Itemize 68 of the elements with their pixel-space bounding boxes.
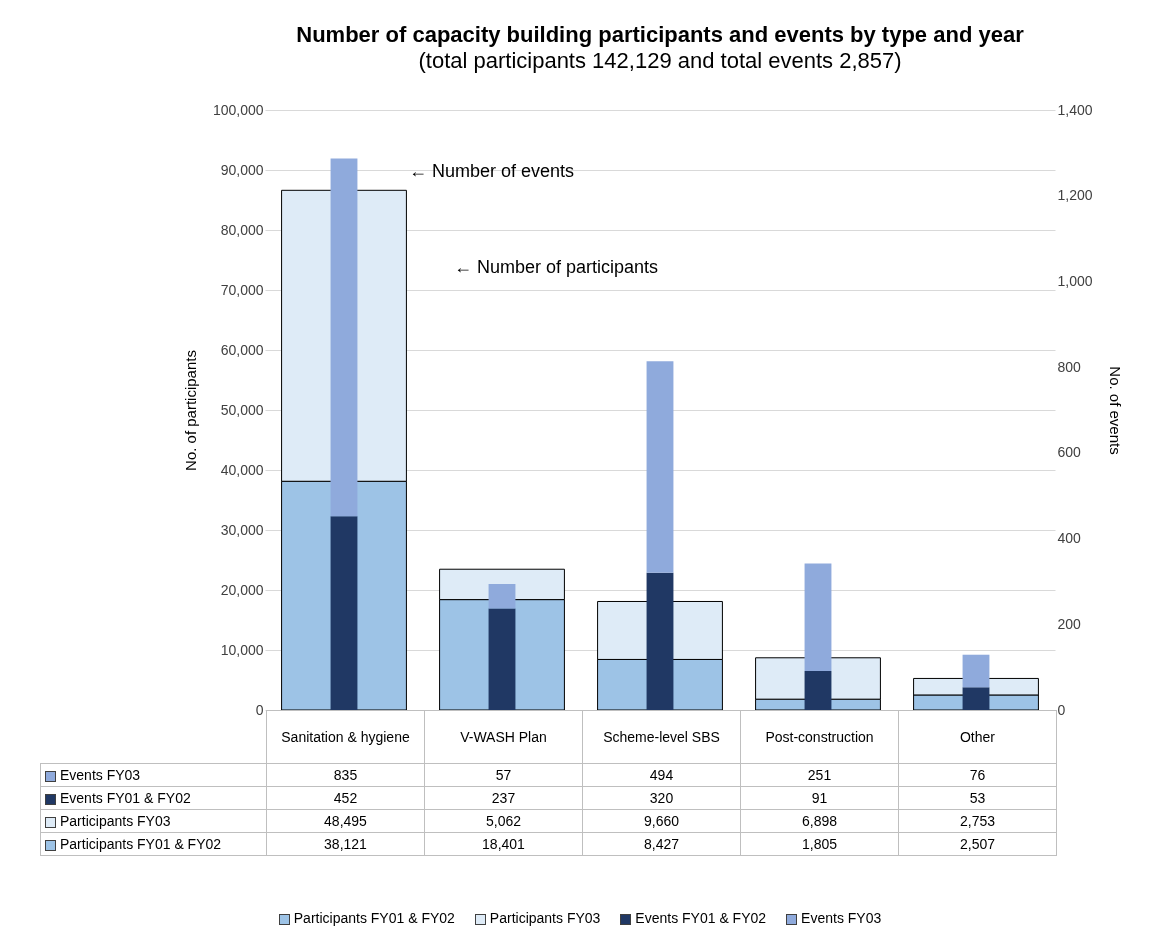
data-label: 57: [424, 763, 583, 787]
data-label: 48,495: [266, 809, 425, 833]
bar: [962, 687, 990, 710]
legend-label: Events FY03: [40, 763, 267, 787]
text: Participants FY03: [489, 910, 601, 926]
chart-title: Number of capacity building participants and events by type and year: [296, 22, 1025, 47]
y2-tick-label: 600: [1057, 444, 1082, 461]
data-label: 835: [266, 763, 425, 787]
annotation: ← Number of events: [409, 161, 575, 181]
y-tick-label: 100,000: [212, 101, 264, 118]
legend-label: Participants FY01 & FY02: [40, 832, 267, 856]
y2-axis-title: No. of events: [1106, 366, 1124, 455]
data-label: 38,121: [266, 832, 425, 856]
bar: [646, 572, 674, 710]
y-tick-label: 60,000: [220, 341, 264, 358]
data-label: 91: [740, 786, 899, 810]
x-tick-label: Sanitation & hygiene: [266, 710, 425, 764]
data-label: 251: [740, 763, 899, 787]
y-tick-label: 50,000: [220, 401, 264, 418]
bar: [646, 361, 674, 573]
data-label: 452: [266, 786, 425, 810]
y-tick-label: 80,000: [220, 221, 264, 238]
y-tick-label: 20,000: [220, 581, 264, 598]
data-label: 5,062: [424, 809, 583, 833]
data-label: 6,898: [740, 809, 899, 833]
y2-tick-label: 800: [1057, 358, 1082, 375]
y2-tick-label: 0: [1057, 701, 1066, 718]
x-tick-label: Post-construction: [740, 710, 899, 764]
bar: [488, 584, 516, 609]
data-label: 2,507: [898, 832, 1057, 856]
y-tick-label: 70,000: [220, 281, 264, 298]
data-label: 320: [582, 786, 741, 810]
y2-tick-label: 1,400: [1057, 101, 1093, 118]
bar: [962, 654, 990, 688]
y2-tick-label: 1,000: [1057, 272, 1093, 289]
y2-tick-label: 200: [1057, 615, 1082, 632]
annotation: ← Number of participants: [454, 257, 659, 277]
data-label: 9,660: [582, 809, 741, 833]
y2-tick-label: 1,200: [1057, 187, 1093, 204]
text: Events FY03: [801, 910, 882, 926]
data-label: 76: [898, 763, 1057, 787]
legend-label: Participants FY03: [40, 809, 267, 833]
x-tick-label: Scheme-level SBS: [582, 710, 741, 764]
data-label: 237: [424, 786, 583, 810]
y-tick-label: 10,000: [220, 641, 264, 658]
y-tick-label: 30,000: [220, 521, 264, 538]
bar: [804, 671, 832, 710]
bar: [488, 608, 516, 710]
bar: [804, 563, 832, 671]
y-tick-label: 0: [255, 701, 264, 718]
text: Participants FY01 & FY02: [293, 910, 455, 926]
bar: [330, 158, 358, 517]
y-tick-label: 90,000: [220, 161, 264, 178]
data-label: 8,427: [582, 832, 741, 856]
text: Events FY01 & FY02: [635, 910, 767, 926]
data-label: 53: [898, 786, 1057, 810]
legend-label: Events FY01 & FY02: [40, 786, 267, 810]
y2-tick-label: 400: [1057, 530, 1082, 547]
y-tick-label: 40,000: [220, 461, 264, 478]
x-tick-label: Other: [898, 710, 1057, 764]
chart-subtitle: (total participants 142,129 and total events 2,857): [418, 48, 902, 73]
bar: [330, 516, 358, 710]
x-tick-label: V-WASH Plan: [424, 710, 583, 764]
data-label: 2,753: [898, 809, 1057, 833]
y-axis-title: No. of participants: [181, 350, 199, 471]
data-label: 18,401: [424, 832, 583, 856]
data-label: 1,805: [740, 832, 899, 856]
data-label: 494: [582, 763, 741, 787]
